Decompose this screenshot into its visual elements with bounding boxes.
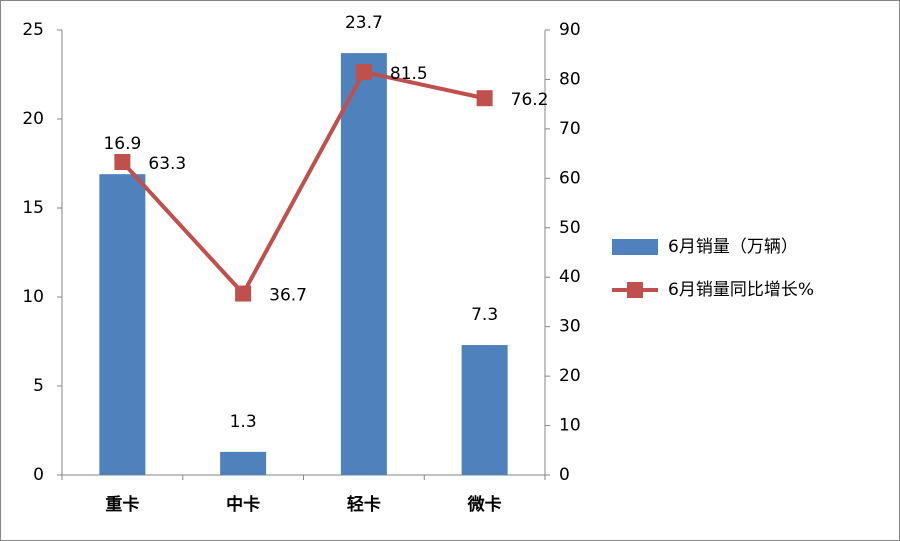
bar-value-label: 16.9 xyxy=(103,134,141,154)
x-tick-label: 中卡 xyxy=(226,494,260,515)
y2-tick-label: 70 xyxy=(559,119,581,139)
line-value-label: 81.5 xyxy=(390,64,428,84)
line-marker xyxy=(476,90,493,107)
line-value-label: 36.7 xyxy=(269,286,307,306)
y-tick-label: 25 xyxy=(22,20,44,40)
y2-tick-label: 0 xyxy=(559,465,570,485)
y2-tick-label: 60 xyxy=(559,168,581,188)
x-tick-label: 微卡 xyxy=(467,494,502,515)
legend-label: 6月销量（万辆） xyxy=(668,237,798,257)
y-tick-label: 20 xyxy=(22,109,44,129)
y2-tick-label: 30 xyxy=(559,317,581,337)
legend-swatch xyxy=(612,239,658,255)
bar xyxy=(99,174,146,475)
line-value-label: 76.2 xyxy=(511,90,549,110)
y2-tick-label: 40 xyxy=(559,267,581,287)
bar-value-label: 7.3 xyxy=(471,305,498,325)
line-marker xyxy=(235,285,252,302)
y2-tick-label: 20 xyxy=(559,366,581,386)
legend-swatch xyxy=(627,282,643,298)
y2-tick-label: 90 xyxy=(559,20,581,40)
line xyxy=(120,69,486,297)
bar xyxy=(461,345,508,475)
y-tick-label: 5 xyxy=(33,376,44,396)
bar-value-label: 1.3 xyxy=(230,412,257,432)
x-tick-label: 重卡 xyxy=(105,494,139,515)
line-value-label: 63.3 xyxy=(148,154,186,174)
y2-tick-label: 10 xyxy=(559,416,581,436)
x-tick-label: 轻卡 xyxy=(347,494,381,515)
legend-label: 6月销量同比增长% xyxy=(668,280,814,300)
line-marker xyxy=(114,154,131,171)
y-tick-label: 15 xyxy=(22,198,44,218)
y2-tick-label: 50 xyxy=(559,218,581,238)
y2-tick-label: 80 xyxy=(559,69,581,89)
bar xyxy=(220,451,267,475)
bar-value-label: 23.7 xyxy=(345,13,383,33)
bar xyxy=(340,53,387,475)
y-tick-label: 10 xyxy=(22,287,44,307)
y-tick-label: 0 xyxy=(33,465,44,485)
line-marker xyxy=(355,64,372,81)
